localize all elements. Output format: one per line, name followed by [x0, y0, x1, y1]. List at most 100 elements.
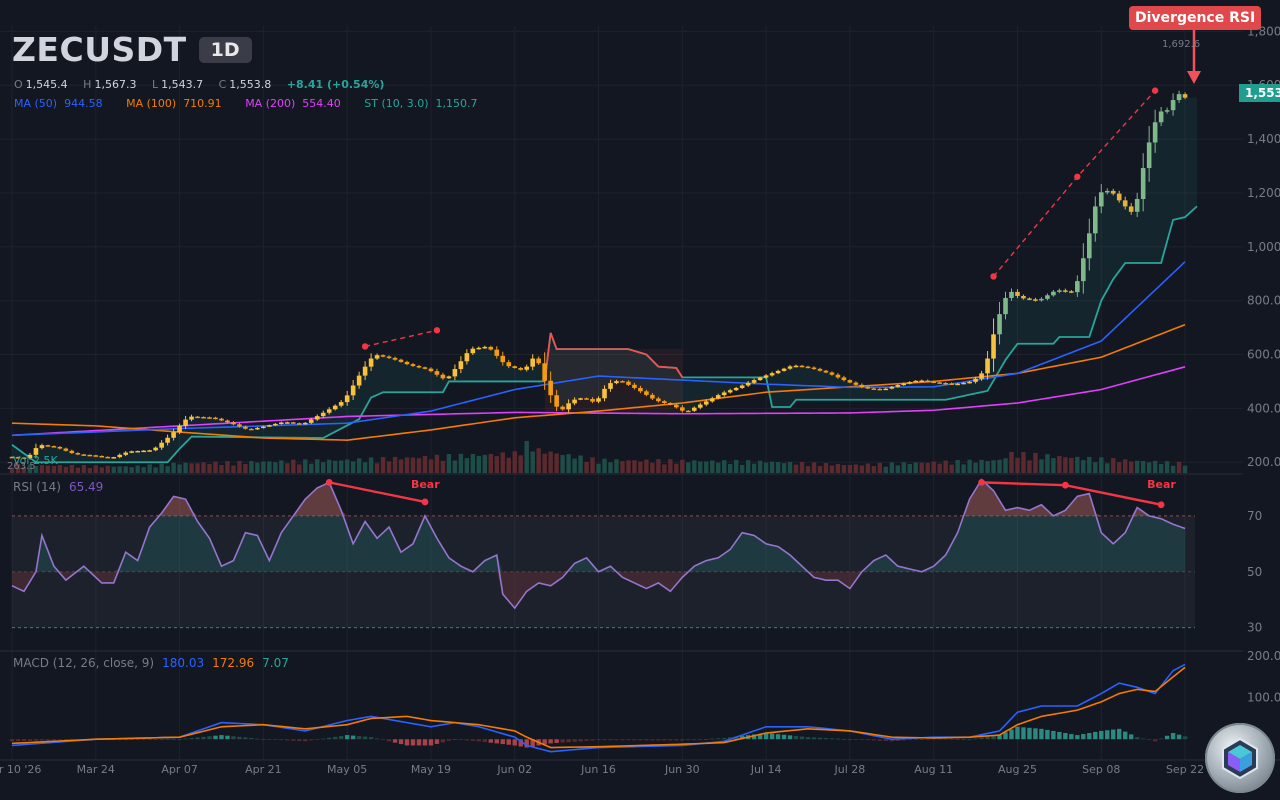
macd-histogram-bar — [195, 737, 200, 740]
candle-body — [15, 457, 21, 459]
candle-body — [464, 353, 470, 362]
rsi-legend[interactable]: RSI (14) 65.49 — [13, 480, 103, 494]
ma200-label: MA (200) — [245, 97, 296, 110]
candle-body — [296, 423, 302, 425]
macd-histogram-bar — [572, 739, 577, 742]
candle-body — [1170, 100, 1176, 111]
candle-body — [973, 378, 978, 382]
rsi-divergence-point — [325, 478, 333, 486]
macd-histogram-bar — [237, 736, 242, 740]
volume-bar — [859, 465, 865, 473]
coin-logo — [1205, 723, 1275, 793]
volume-bar — [374, 463, 380, 473]
macd-histogram-bar — [494, 739, 499, 744]
rsi-overbought-fill — [12, 479, 1186, 516]
candle-body — [703, 401, 709, 405]
volume-value: 2.5K — [32, 454, 58, 467]
candle-body — [542, 363, 547, 381]
macd-histogram-bar — [153, 739, 158, 741]
macd-histogram-bar — [291, 739, 296, 741]
volume-bar — [835, 463, 841, 473]
macd-histogram-bar — [542, 739, 547, 745]
candle-body — [1176, 94, 1182, 101]
candle-body — [506, 362, 512, 367]
candle-body — [901, 383, 907, 386]
volume-bar — [470, 454, 476, 473]
candle-body — [662, 401, 667, 403]
candle-body — [207, 417, 212, 419]
candle-body — [380, 355, 386, 357]
candle-body — [751, 380, 757, 383]
macd-histogram-bar — [1087, 733, 1092, 740]
volume-bar — [410, 457, 416, 473]
low-label: L — [151, 78, 159, 91]
macd-histogram-bar — [985, 736, 990, 740]
macd-histogram-bar — [1170, 733, 1176, 740]
ma200-legend[interactable]: MA (200) 554.40 — [245, 97, 341, 110]
close-value: 1,553.8 — [229, 78, 272, 91]
volume-bar — [1123, 459, 1128, 473]
candle-body — [1075, 281, 1080, 293]
candle-body — [189, 416, 194, 420]
candle-body — [231, 422, 236, 425]
macd-histogram-bar — [602, 739, 607, 741]
volume-label: Vol — [13, 454, 30, 467]
high-label: H — [83, 78, 92, 91]
macd-histogram-bar — [895, 739, 900, 741]
macd-histogram-bar — [213, 735, 218, 740]
volume-bar — [45, 465, 51, 473]
macd-histogram-bar — [404, 739, 410, 746]
volume-bar — [1176, 461, 1182, 473]
volume-bar — [1152, 460, 1158, 473]
macd-histogram-bar — [632, 739, 637, 741]
supertrend-legend[interactable]: ST (10, 3.0) 1,150.7 — [364, 97, 477, 110]
candle-body — [961, 382, 966, 385]
divergence-point — [361, 343, 369, 350]
macd-histogram-bar — [374, 738, 380, 740]
ma50-legend[interactable]: MA (50) 944.58 — [14, 97, 103, 110]
divergence-badge[interactable]: Divergence RSI — [1129, 6, 1262, 30]
macd-histogram-bar — [15, 739, 21, 742]
price-axis-label: 1,400.00 — [1247, 132, 1280, 146]
volume-bar — [362, 462, 368, 473]
candle-body — [386, 356, 392, 359]
candle-body — [518, 367, 524, 370]
candle-body — [57, 446, 63, 449]
volume-bar — [1039, 459, 1044, 473]
timeframe-badge[interactable]: 1D — [198, 36, 252, 63]
volume-bar — [931, 461, 936, 473]
supertrend-value: 1,150.7 — [435, 97, 478, 110]
candle-body — [1158, 111, 1164, 123]
macd-histogram-bar — [716, 738, 721, 740]
macd-legend[interactable]: MACD (12, 26, close, 9) 180.03 172.96 7.07 — [13, 656, 289, 670]
volume-bar — [757, 460, 763, 473]
price-axis-label: 1,200.00 — [1247, 186, 1280, 200]
volume-bar — [15, 464, 21, 473]
candle-body — [799, 365, 805, 368]
volume-legend: Vol 2.5K — [13, 454, 58, 467]
candle-body — [320, 412, 326, 417]
macd-histogram-bar — [554, 739, 559, 743]
ma100-legend[interactable]: MA (100) 710.91 — [126, 97, 222, 110]
ma50-label: MA (50) — [14, 97, 58, 110]
volume-bar — [273, 462, 278, 473]
macd-histogram-bar — [757, 733, 763, 740]
candle-body — [213, 417, 218, 420]
volume-bar — [380, 456, 386, 473]
macd-histogram-bar — [398, 739, 404, 745]
candle-body — [440, 374, 446, 379]
volume-bar — [769, 461, 775, 473]
macd-histogram-bar — [476, 739, 482, 742]
candle-body — [398, 359, 404, 362]
macd-histogram-bar — [392, 739, 398, 743]
macd-histogram-bar — [620, 739, 625, 741]
volume-bar — [350, 461, 356, 473]
candle-body — [859, 384, 865, 388]
candle-body — [279, 422, 284, 425]
volume-bar — [937, 463, 942, 473]
macd-histogram-bar — [350, 735, 356, 740]
candle-body — [368, 358, 374, 367]
volume-bar — [482, 454, 488, 473]
candle-body — [979, 373, 984, 379]
